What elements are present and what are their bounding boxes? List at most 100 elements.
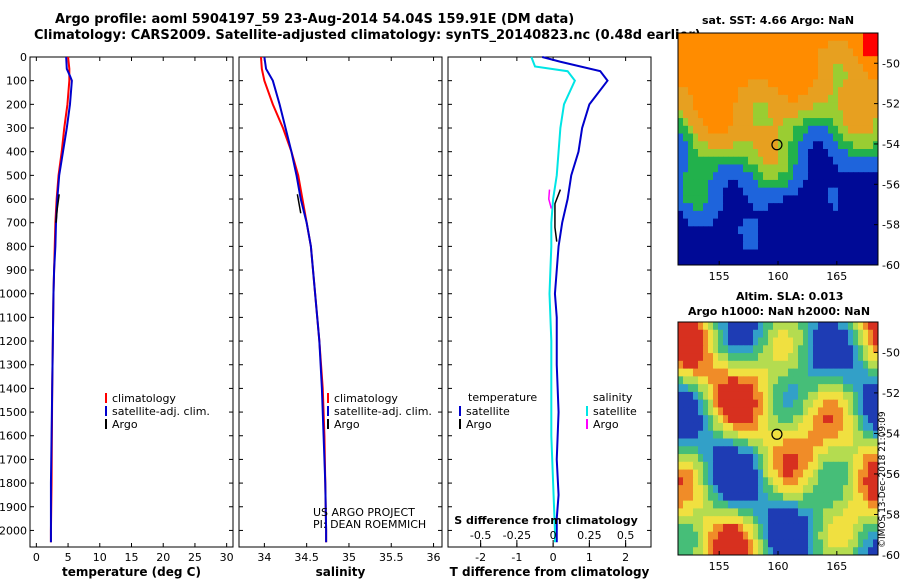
sst_map-cell (713, 133, 719, 142)
sst_map-cell (768, 164, 774, 173)
sla_map-cell (723, 422, 729, 432)
sst_map-cell (793, 40, 799, 49)
sst_map-cell (688, 156, 694, 165)
sla_map-cell (838, 353, 844, 362)
sst_map-cell (783, 94, 789, 104)
sst_map-cell (843, 218, 849, 227)
sla_map-cell (713, 345, 719, 354)
sla_map-cell (788, 337, 794, 346)
sst_map-cell (728, 33, 734, 42)
sla_map-cell (698, 368, 704, 377)
sla_map-cell (683, 477, 689, 486)
difference-legend-title-salinity: salinity (593, 391, 633, 404)
sla_map-cell (738, 337, 744, 346)
sst_map-cell (678, 94, 684, 104)
sla_map-cell (858, 376, 864, 385)
sst_map-cell (828, 118, 834, 127)
sst_map-ytick-label: -58 (882, 219, 900, 232)
sst_map-cell (693, 257, 699, 266)
sst_map-cell (858, 94, 864, 104)
sst_map-cell (753, 79, 759, 88)
sst_map-cell (793, 33, 799, 42)
sla_map-cell (708, 516, 714, 525)
sst_map-cell (768, 210, 774, 220)
sla_map-cell (683, 547, 689, 556)
sst_map-cell (733, 195, 739, 204)
sst_map-cell (843, 195, 849, 204)
sst_map-cell (713, 241, 719, 251)
sla_map-cell (683, 461, 689, 471)
sst_map-cell (808, 218, 814, 227)
sla_map-cell (783, 337, 789, 346)
sla_map-cell (873, 399, 879, 408)
sst_map-cell (833, 94, 839, 104)
sst_map-cell (788, 110, 794, 119)
sst_map-cell (783, 40, 789, 49)
temperature-xtick-label: 15 (125, 551, 139, 564)
sst_map-cell (743, 218, 749, 227)
sla_map-cell (838, 368, 844, 377)
sla_map-cell (778, 531, 784, 540)
sla_map-cell (873, 523, 879, 533)
sst_map-cell (693, 179, 699, 189)
sst_map-cell (678, 63, 684, 73)
difference-legend-title-temperature: temperature (468, 391, 537, 404)
sst_map-cell (763, 164, 769, 173)
sla_map-cell (803, 492, 809, 502)
sla_map-cell (708, 454, 714, 463)
sla_map-cell (743, 422, 749, 432)
sla_map-cell (828, 485, 834, 494)
sla_map-cell (743, 485, 749, 494)
sla_map-cell (773, 337, 779, 346)
sst_map-cell (743, 125, 749, 135)
sst_map-cell (763, 195, 769, 204)
sla_map-cell (788, 461, 794, 471)
sst_map-cell (713, 94, 719, 104)
sst_map-cell (813, 102, 819, 111)
sst_map-cell (718, 48, 724, 57)
sla_map-cell (733, 384, 739, 393)
sla_map-cell (858, 391, 864, 401)
sst_map-cell (848, 218, 854, 227)
sst_map-cell (713, 125, 719, 135)
sla_map-cell (733, 322, 739, 331)
sst_map-cell (683, 125, 689, 135)
sst_map-cell (743, 48, 749, 57)
sla_map-cell (698, 353, 704, 362)
sla_map-cell (688, 430, 694, 439)
sla_map-cell (693, 508, 699, 517)
temperature-plot-frame (29, 56, 234, 548)
sla_map-cell (843, 368, 849, 377)
sst_map-cell (843, 94, 849, 104)
sla_map-cell (833, 516, 839, 525)
sst_map-cell (718, 226, 724, 235)
sla_map-cell (793, 547, 799, 556)
sst_map-cell (823, 218, 829, 227)
sla_map-cell (798, 508, 804, 517)
sla_map-cell (778, 446, 784, 455)
sla_map-cell (848, 399, 854, 408)
sla_map-cell (828, 422, 834, 432)
sla_map-cell (823, 492, 829, 502)
sst_map-cell (843, 125, 849, 135)
sla_map-cell (783, 500, 789, 509)
sla_map-cell (808, 376, 814, 385)
sst_map-cell (753, 56, 759, 65)
sla_map-cell (808, 430, 814, 439)
sst_map-cell (778, 164, 784, 173)
sst_map-cell (773, 118, 779, 127)
sla_map-cell (703, 415, 709, 424)
sla_map-cell (688, 485, 694, 494)
sst_map-cell (733, 48, 739, 57)
sst_map-cell (743, 257, 749, 266)
sla_map-cell (868, 368, 874, 377)
sla_map-cell (683, 438, 689, 447)
sst_map-cell (873, 71, 879, 80)
sla_map-cell (778, 384, 784, 393)
sst_map-cell (683, 48, 689, 57)
sla_map-cell (683, 376, 689, 385)
sst_map-cell (688, 203, 694, 212)
sla_map-cell (768, 422, 774, 432)
sst_map-cell (683, 94, 689, 104)
sst_map-cell (713, 110, 719, 119)
